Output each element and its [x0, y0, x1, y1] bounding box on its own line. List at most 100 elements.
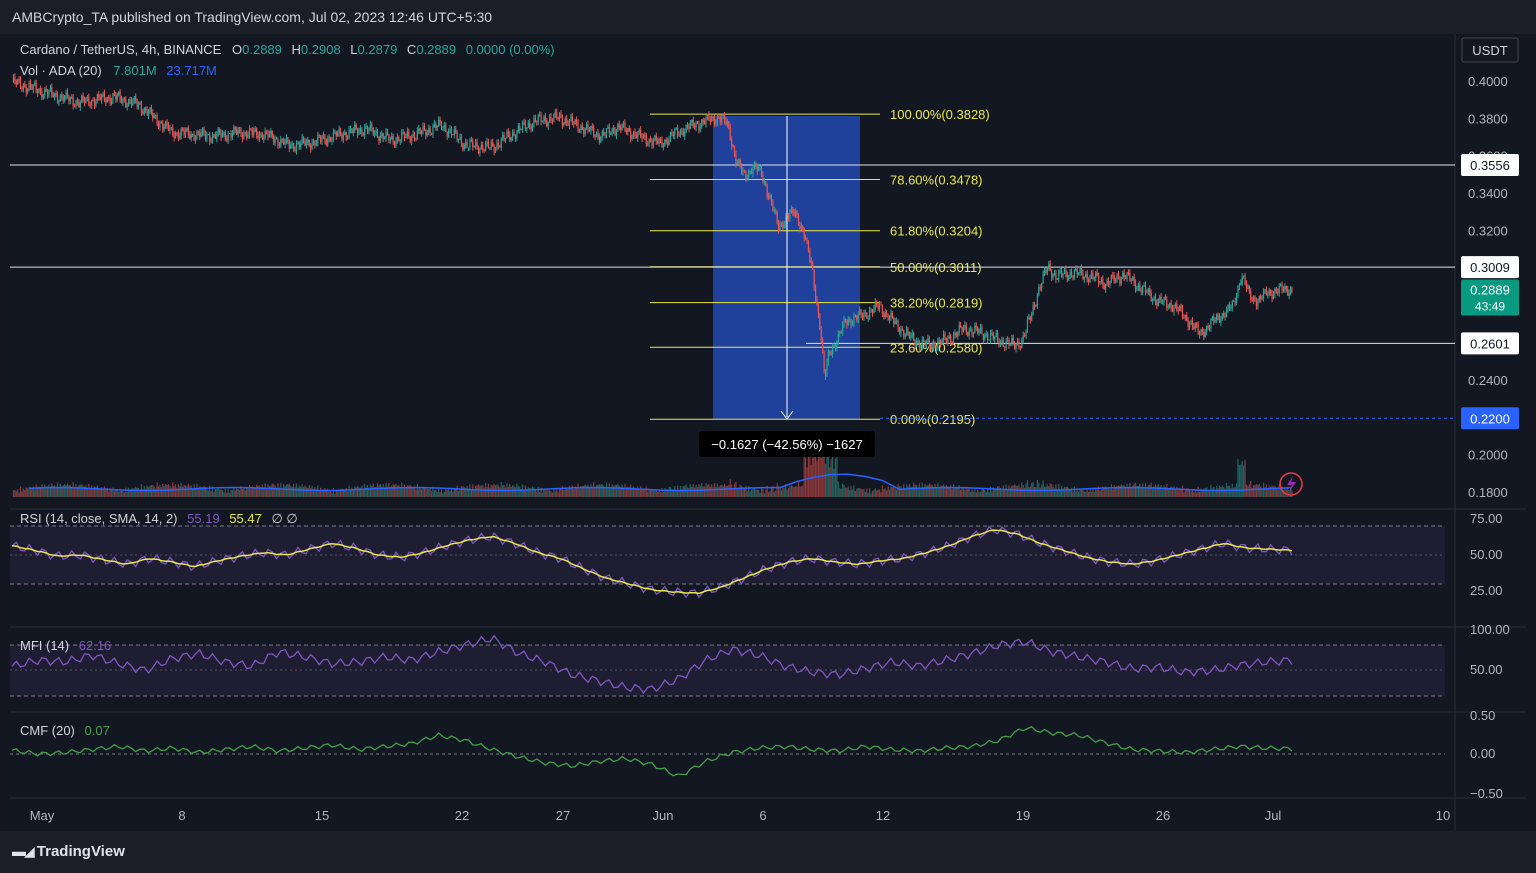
time-axis[interactable]: May 8 15 22 27 Jun 6 12 19 26 Jul 10: [30, 808, 1451, 823]
volume-bar: [415, 489, 417, 497]
volume-bar: [1280, 488, 1282, 497]
candle-body: [517, 126, 519, 132]
volume-bar: [393, 484, 396, 497]
volume-bar: [236, 488, 238, 497]
candle-body: [351, 128, 353, 133]
price-chart[interactable]: 100.00%(0.3828)78.60%(0.3478)61.80%(0.32…: [10, 34, 1526, 831]
candle-body: [290, 145, 292, 149]
candle-body: [972, 332, 975, 335]
candle-body: [1241, 276, 1243, 283]
candle-body: [1004, 346, 1006, 348]
candle-body: [571, 116, 573, 123]
level-badge-label: 0.2601: [1470, 336, 1510, 351]
candle-body: [304, 139, 306, 146]
candle-body: [1167, 306, 1169, 308]
candle-body: [1262, 290, 1265, 299]
candle-body: [180, 128, 182, 136]
volume-bar: [179, 486, 181, 497]
candle-body: [1255, 301, 1258, 307]
volume-bar: [1009, 487, 1011, 497]
candle-body: [21, 87, 23, 90]
tradingview-logo-text: TradingView: [36, 843, 125, 860]
volume-bar: [662, 492, 664, 497]
candle-body: [799, 225, 801, 229]
volume-bar: [132, 488, 134, 497]
time-tick-label: 19: [1016, 808, 1030, 823]
volume-bar: [1181, 485, 1184, 497]
volume-bar: [981, 488, 983, 497]
candle-body: [1187, 320, 1189, 328]
candle-body: [1032, 305, 1034, 313]
time-tick-label: Jul: [1265, 808, 1282, 823]
candle-body: [76, 100, 79, 103]
lightning-icon-bolt: [1287, 476, 1296, 492]
candle-body: [1029, 317, 1031, 320]
volume-bar: [1116, 485, 1118, 497]
candle-body: [439, 119, 441, 123]
candle-body: [1053, 273, 1056, 275]
volume-bar: [763, 493, 765, 497]
volume-bar: [1143, 487, 1145, 497]
candle-body: [462, 143, 464, 150]
candle-body: [1285, 285, 1287, 289]
volume-bar: [567, 488, 569, 497]
volume-bar: [1159, 487, 1161, 497]
candle-body: [366, 125, 369, 132]
candle-body: [152, 112, 154, 119]
candle-body: [723, 114, 726, 121]
volume-bar: [31, 488, 33, 497]
candle-body: [682, 131, 684, 137]
candle-body: [574, 119, 576, 125]
volume-bar: [254, 487, 256, 497]
volume-bar: [361, 485, 363, 497]
candle-body: [1045, 270, 1047, 273]
volume-bar: [277, 482, 279, 497]
candle-body: [971, 329, 973, 335]
volume-bar: [968, 488, 970, 497]
candle-body: [785, 215, 787, 225]
volume-bar: [924, 484, 926, 497]
volume-bar: [1237, 458, 1239, 497]
candle-body: [382, 133, 384, 139]
candle-body: [762, 174, 764, 182]
currency-box[interactable]: [1461, 37, 1519, 63]
volume-bar: [984, 489, 986, 497]
volume-bar: [219, 489, 221, 497]
candle-body: [617, 124, 619, 131]
candle-body: [490, 142, 492, 148]
currency-label[interactable]: USDT: [1472, 43, 1507, 58]
candle-body: [374, 133, 376, 135]
candle-body: [945, 337, 947, 343]
candle-body: [459, 137, 461, 140]
candle-body: [864, 312, 866, 314]
lightning-icon[interactable]: [1279, 472, 1303, 496]
candle-body: [143, 108, 145, 114]
candle-body: [1228, 304, 1231, 309]
chart-frame[interactable]: 100.00%(0.3828) 78.60%(0.3478) 61.80%(0.32…: [10, 34, 1526, 831]
candle-body: [746, 178, 748, 180]
candle-body: [1287, 288, 1289, 296]
candle-body: [1123, 272, 1125, 278]
candle-body: [1288, 293, 1290, 296]
candle-body: [1093, 278, 1095, 279]
volume-bar: [799, 486, 801, 497]
volume-bar: [112, 487, 114, 497]
candle-body: [995, 333, 997, 338]
volume-bar: [598, 484, 600, 497]
volume-bar: [1173, 486, 1175, 497]
candle-body: [543, 116, 545, 122]
tradingview-logo[interactable]: ▬◢ TradingView: [12, 843, 125, 860]
volume-bar: [1100, 489, 1103, 497]
candle-body: [448, 130, 450, 137]
candle-body: [328, 136, 330, 140]
volume-bar: [1174, 489, 1176, 497]
volume-bar: [86, 488, 88, 497]
candle-body: [1225, 309, 1228, 318]
volume-bar: [765, 489, 767, 497]
horizontal-levels[interactable]: [10, 164, 1455, 419]
candle-body: [1069, 272, 1071, 276]
volume-bar: [739, 485, 741, 497]
candle-body: [614, 130, 616, 136]
volume-bar: [578, 488, 581, 497]
candle-body: [568, 119, 571, 126]
